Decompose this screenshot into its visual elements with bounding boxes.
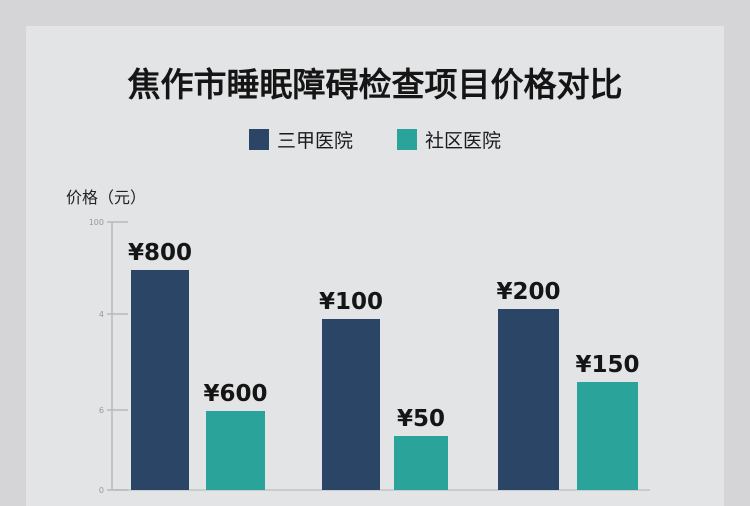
bar-series-0-group-1 bbox=[322, 319, 380, 490]
legend-item-series-0: 三甲医院 bbox=[248, 126, 353, 153]
legend-swatch-series-1 bbox=[397, 129, 417, 150]
data-label: ¥50 bbox=[397, 406, 445, 432]
data-label: ¥600 bbox=[203, 381, 267, 407]
y-axis-label: 价格（元） bbox=[66, 188, 147, 207]
legend-label-series-1: 社区医院 bbox=[425, 130, 502, 152]
y-tick-label: 6 bbox=[99, 406, 104, 415]
legend-item-series-1: 社区医院 bbox=[397, 126, 501, 153]
data-label: ¥150 bbox=[575, 352, 639, 378]
y-tick-label: 0 bbox=[99, 486, 104, 495]
y-tick-label: 4 bbox=[99, 310, 104, 319]
y-tick-label: 100 bbox=[89, 218, 104, 227]
legend-label-series-0: 三甲医院 bbox=[276, 130, 353, 152]
bar-series-1-group-0 bbox=[206, 411, 265, 490]
data-label: ¥100 bbox=[319, 289, 383, 315]
bar-series-1-group-1 bbox=[394, 436, 448, 490]
legend-swatch-series-0 bbox=[248, 129, 269, 150]
legend: 三甲医院 社区医院 bbox=[0, 126, 750, 153]
data-label: ¥200 bbox=[496, 279, 560, 305]
bar-series-0-group-0 bbox=[131, 270, 189, 490]
bar-series-1-group-2 bbox=[577, 382, 638, 490]
bar-series-0-group-2 bbox=[498, 309, 559, 490]
chart-title: 焦作市睡眠障碍检查项目价格对比 bbox=[127, 65, 623, 104]
data-label: ¥800 bbox=[128, 240, 192, 266]
